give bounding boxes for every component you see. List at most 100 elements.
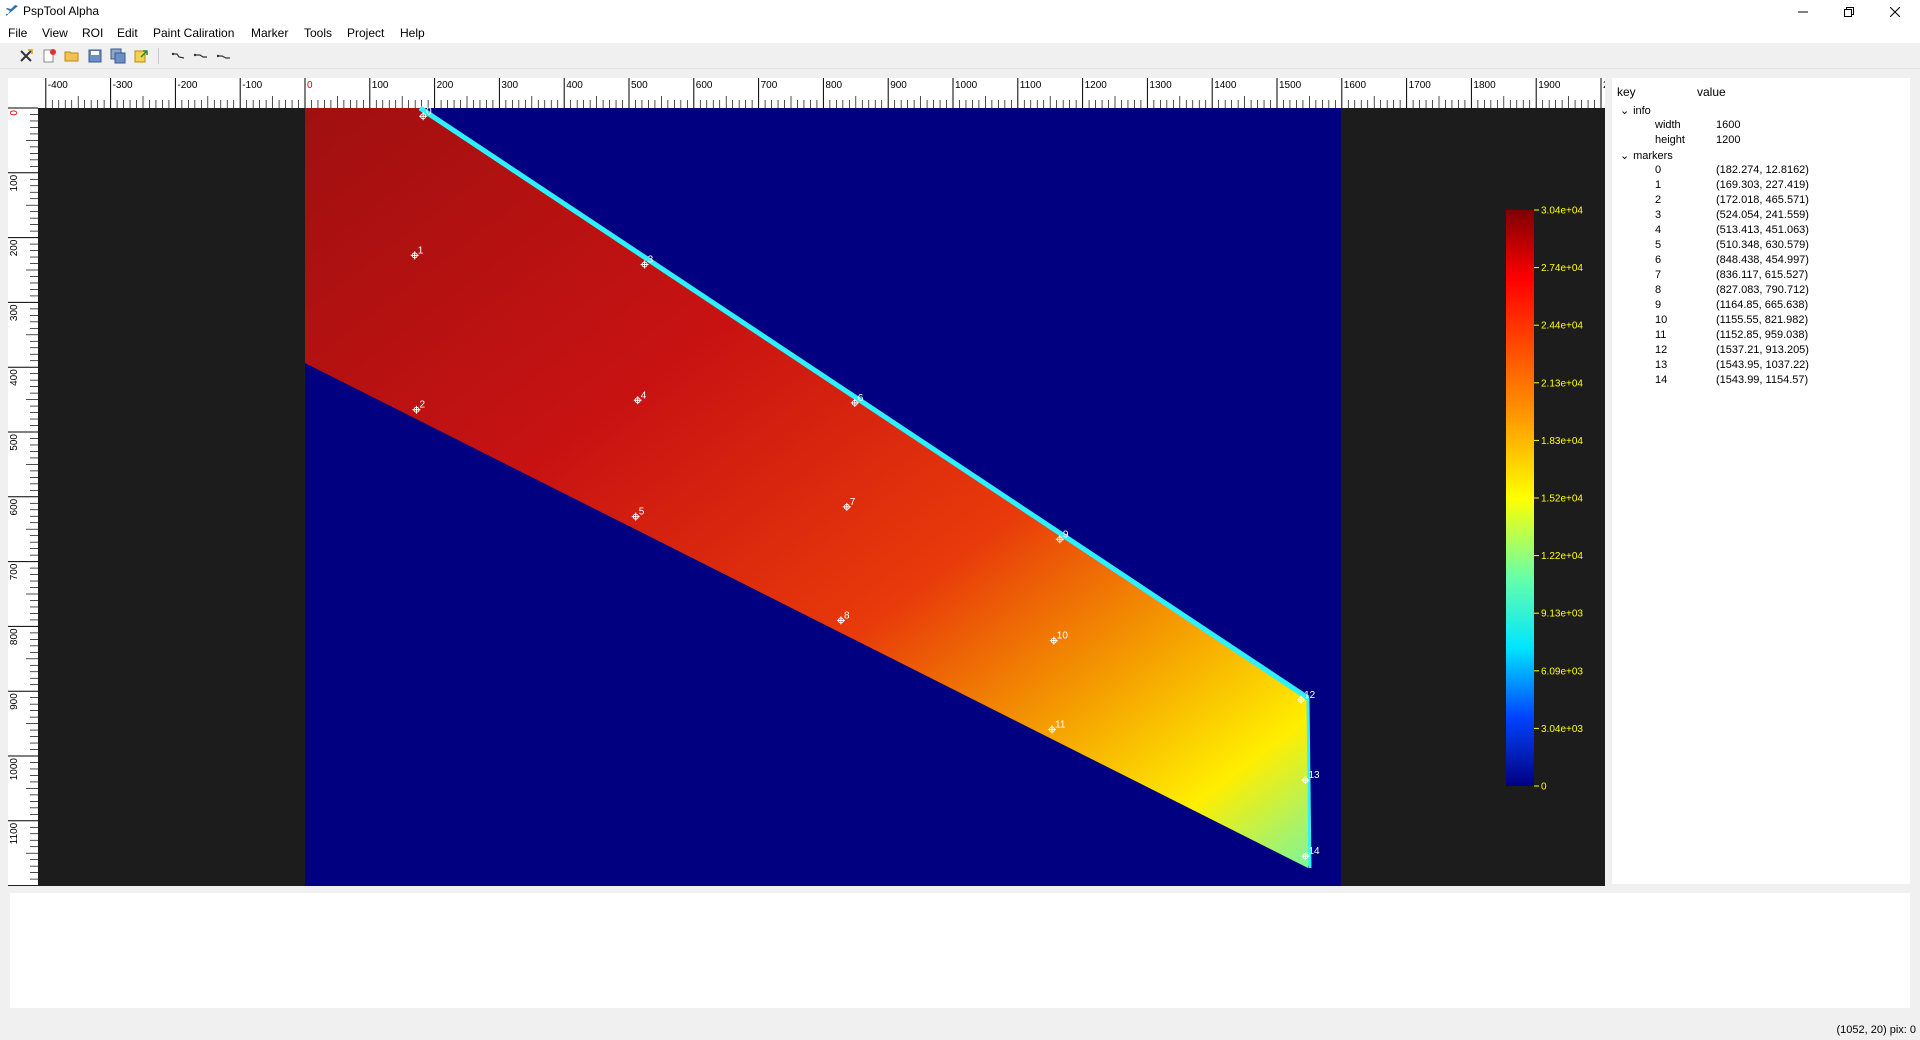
menu-marker[interactable]: Marker xyxy=(251,26,288,40)
ruler-x-label: 1100 xyxy=(1020,80,1042,91)
restore-button[interactable] xyxy=(1826,0,1872,23)
toolbar xyxy=(0,44,1920,69)
marker-label: 1 xyxy=(418,245,424,256)
tree-marker-key[interactable]: 12 xyxy=(1655,344,1667,356)
ruler-y-label: 100 xyxy=(9,174,20,191)
minimize-button[interactable] xyxy=(1780,0,1826,23)
tree-marker-key[interactable]: 3 xyxy=(1655,209,1661,221)
new-file-icon[interactable] xyxy=(41,48,57,64)
open-folder-icon[interactable] xyxy=(64,48,80,64)
tree-marker-value[interactable]: (1155.55, 821.982) xyxy=(1716,314,1808,326)
tree-marker-value[interactable]: (510.348, 630.579) xyxy=(1716,239,1809,251)
save-icon[interactable] xyxy=(87,48,103,64)
tree-marker-value[interactable]: (513.413, 451.063) xyxy=(1716,224,1809,236)
ruler-y-label: 1000 xyxy=(9,758,20,781)
tree-marker-value[interactable]: (1543.99, 1154.57) xyxy=(1716,374,1808,386)
pointer-icon[interactable] xyxy=(170,48,186,64)
ruler-x-label: 1600 xyxy=(1344,80,1367,91)
ruler-x-label: 1800 xyxy=(1473,80,1496,91)
pointer-third-icon[interactable] xyxy=(216,48,232,64)
tree-marker-key[interactable]: 9 xyxy=(1655,299,1661,311)
tree-info-value[interactable]: 1200 xyxy=(1716,134,1740,146)
tree-marker-key[interactable]: 11 xyxy=(1655,329,1666,341)
ruler-x-label: 1900 xyxy=(1538,80,1561,91)
ruler-x-label: 1000 xyxy=(955,80,978,91)
tree-marker-key[interactable]: 0 xyxy=(1655,164,1661,176)
chevron-down-icon[interactable]: ⌄ xyxy=(1620,149,1630,162)
tree-marker-key[interactable]: 10 xyxy=(1655,314,1667,326)
ruler-y-label: 800 xyxy=(9,628,20,645)
tree-marker-key[interactable]: 4 xyxy=(1655,224,1661,236)
tree-marker-value[interactable]: (836.117, 615.527) xyxy=(1716,269,1808,281)
menu-file[interactable]: File xyxy=(8,26,27,40)
tree-node-markers[interactable]: ⌄ markers xyxy=(1620,149,1673,162)
pointer-alt-icon[interactable] xyxy=(193,48,209,64)
tree-marker-value[interactable]: (848.438, 454.997) xyxy=(1716,254,1809,266)
ruler-x-label: 300 xyxy=(501,80,518,91)
menu-project[interactable]: Project xyxy=(347,26,384,40)
tree-info-value[interactable]: 1600 xyxy=(1716,119,1740,131)
tree-marker-key[interactable]: 1 xyxy=(1655,179,1661,191)
save-all-icon[interactable] xyxy=(110,48,126,64)
ruler-y-label: 300 xyxy=(9,304,20,321)
ruler-x-label: 200 xyxy=(437,80,454,91)
log-console[interactable] xyxy=(10,893,1910,1008)
ruler-y-label: 1100 xyxy=(9,822,20,844)
tree-marker-value[interactable]: (1537.21, 913.205) xyxy=(1716,344,1809,356)
menu-tools[interactable]: Tools xyxy=(304,26,332,40)
marker-label: 2 xyxy=(419,400,425,411)
tree-marker-key[interactable]: 2 xyxy=(1655,194,1661,206)
menu-view[interactable]: View xyxy=(42,26,68,40)
tree-marker-value[interactable]: (169.303, 227.419) xyxy=(1716,179,1809,191)
property-tree[interactable]: key value ⌄ info width 1600 height 1200 ⌄ m… xyxy=(1612,78,1910,884)
tree-header-value: value xyxy=(1697,85,1726,99)
ruler-x-label: -200 xyxy=(177,80,197,91)
ruler-x-label: -100 xyxy=(242,80,262,91)
tree-marker-key[interactable]: 8 xyxy=(1655,284,1661,296)
tree-info-key[interactable]: width xyxy=(1655,119,1681,131)
close-icon[interactable] xyxy=(18,48,34,64)
tree-marker-key[interactable]: 6 xyxy=(1655,254,1661,266)
ruler-x-label: 1200 xyxy=(1085,80,1108,91)
colorbar-label: 2.44e+04 xyxy=(1541,321,1583,332)
close-icon xyxy=(1890,7,1900,17)
ruler-y-label: 500 xyxy=(9,434,20,451)
image-viewer[interactable]: -400 -300 -200 -100 0 100 200 300 400 500 600 700 80… xyxy=(8,78,1605,886)
menu-help[interactable]: Help xyxy=(400,26,425,40)
image-canvas[interactable]: -400 -300 -200 -100 0 100 200 300 400 500 600 700 80… xyxy=(8,78,1605,886)
airplane-icon xyxy=(4,3,20,19)
colorbar-label: 2.13e+04 xyxy=(1541,378,1583,389)
tree-marker-value[interactable]: (827.083, 790.712) xyxy=(1716,284,1809,296)
tree-marker-value[interactable]: (1152.85, 959.038) xyxy=(1716,329,1808,341)
tree-marker-key[interactable]: 7 xyxy=(1655,269,1661,281)
marker-label: 9 xyxy=(1063,529,1069,540)
menu-edit[interactable]: Edit xyxy=(117,26,138,40)
ruler-x-label: 1700 xyxy=(1409,80,1432,91)
menu-bar: File View ROI Edit Paint Caliration Mark… xyxy=(0,23,1920,43)
status-text: (1052, 20) pix: 0 xyxy=(1837,1024,1917,1036)
ruler-x-label: 100 xyxy=(372,80,389,91)
ruler-x-label: 0 xyxy=(307,80,313,91)
tree-marker-value[interactable]: (1543.95, 1037.22) xyxy=(1716,359,1809,371)
tree-marker-key[interactable]: 5 xyxy=(1655,239,1661,251)
ruler-y-label: 600 xyxy=(9,498,20,515)
tree-marker-value[interactable]: (524.054, 241.559) xyxy=(1716,209,1809,221)
tree-marker-value[interactable]: (1164.85, 665.638) xyxy=(1716,299,1808,311)
tree-node-info[interactable]: ⌄ info xyxy=(1620,104,1651,117)
close-window-button[interactable] xyxy=(1872,0,1918,23)
tree-marker-value[interactable]: (182.274, 12.8162) xyxy=(1716,164,1809,176)
tree-info-key[interactable]: height xyxy=(1655,134,1685,146)
export-icon[interactable] xyxy=(133,48,149,64)
tree-marker-value[interactable]: (172.018, 465.571) xyxy=(1716,194,1809,206)
marker-label: 14 xyxy=(1309,846,1321,857)
menu-roi[interactable]: ROI xyxy=(82,26,103,40)
menu-paint-calibration[interactable]: Paint Caliration xyxy=(153,26,234,40)
ruler-x-label: 1500 xyxy=(1279,80,1302,91)
ruler-x-label: -300 xyxy=(113,80,133,91)
tree-marker-key[interactable]: 13 xyxy=(1655,359,1667,371)
title-bar: PspTool Alpha xyxy=(0,0,1920,23)
colorbar-label: 6.09e+03 xyxy=(1541,666,1583,677)
tree-marker-key[interactable]: 14 xyxy=(1655,374,1667,386)
ruler-y-label: 0 xyxy=(9,110,20,116)
chevron-down-icon[interactable]: ⌄ xyxy=(1620,104,1630,117)
